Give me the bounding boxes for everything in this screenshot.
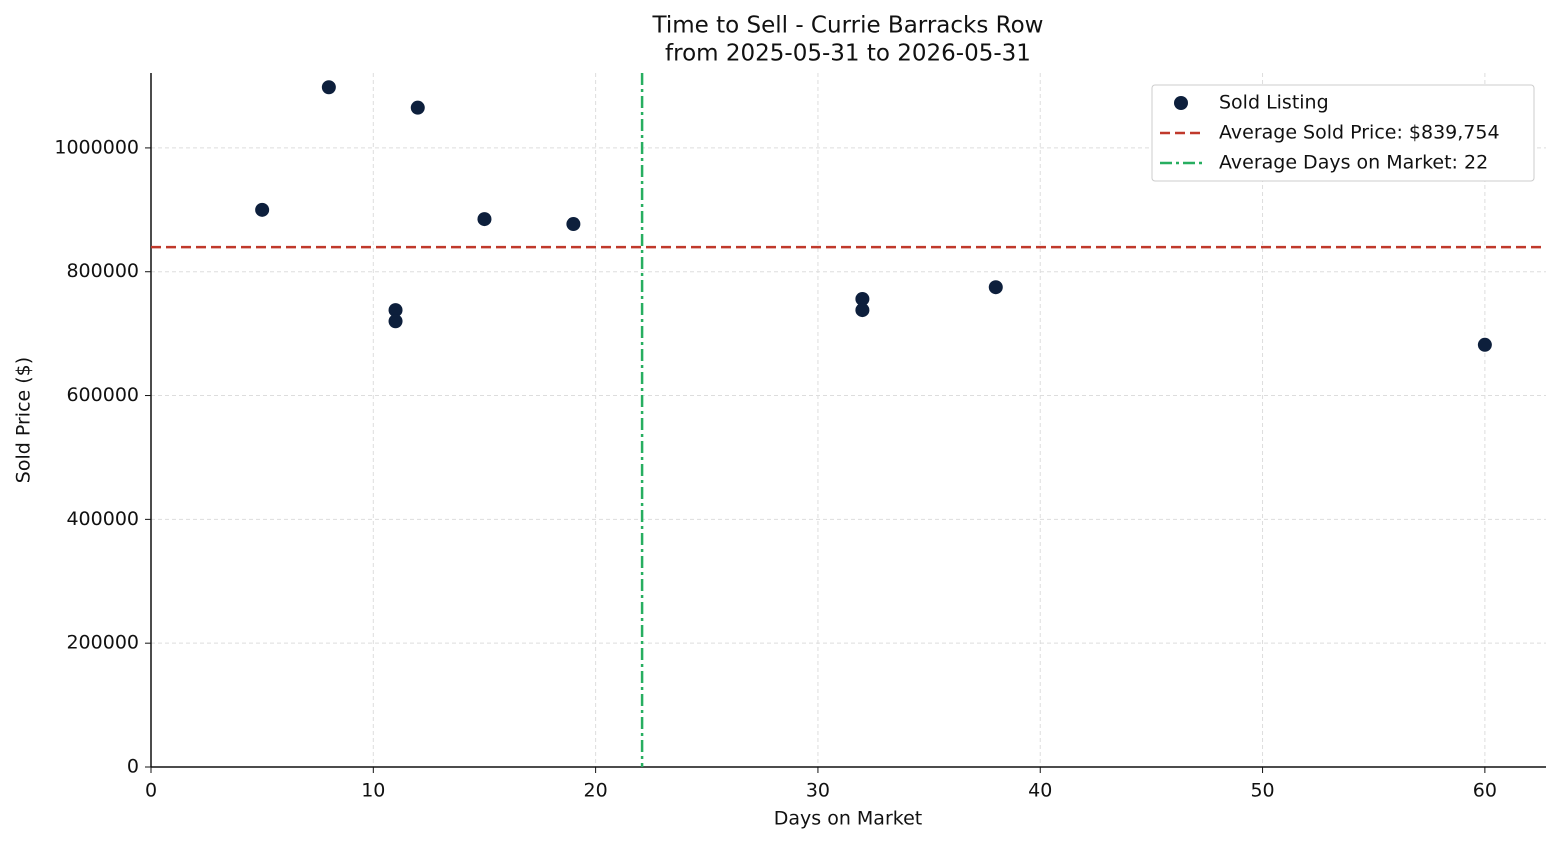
point xyxy=(855,303,870,318)
y-tick-label: 800000 xyxy=(66,260,139,282)
point xyxy=(321,80,336,95)
y-axis-label: Sold Price ($) xyxy=(13,357,35,483)
point xyxy=(388,303,403,318)
point xyxy=(255,202,270,217)
chart-title: Time to Sell - Currie Barracks Row xyxy=(651,13,1043,39)
point xyxy=(477,212,492,227)
legend-label: Average Days on Market: 22 xyxy=(1219,152,1488,174)
y-tick-label: 1000000 xyxy=(54,136,139,158)
y-tick-label: 0 xyxy=(127,756,139,778)
y-tick-label: 200000 xyxy=(66,632,139,654)
x-tick-label: 0 xyxy=(145,780,157,802)
legend-label: Sold Listing xyxy=(1219,92,1329,114)
legend-marker xyxy=(1174,96,1188,110)
x-tick-label: 60 xyxy=(1473,780,1497,802)
point xyxy=(410,100,425,115)
x-tick-label: 20 xyxy=(584,780,608,802)
point xyxy=(988,280,1003,295)
x-tick-label: 50 xyxy=(1250,780,1274,802)
x-tick-label: 40 xyxy=(1028,780,1052,802)
point xyxy=(855,291,870,306)
legend-box xyxy=(1151,84,1535,182)
point xyxy=(566,217,581,232)
y-tick-label: 400000 xyxy=(66,508,139,530)
y-tick-label: 600000 xyxy=(66,384,139,406)
x-axis-label: Days on Market xyxy=(774,808,922,830)
point xyxy=(1477,337,1492,352)
x-tick-label: 30 xyxy=(806,780,830,802)
point xyxy=(388,314,403,329)
x-tick-label: 10 xyxy=(361,780,385,802)
chart-subtitle: from 2025-05-31 to 2026-05-31 xyxy=(665,41,1031,67)
legend-label: Average Sold Price: $839,754 xyxy=(1219,122,1500,144)
